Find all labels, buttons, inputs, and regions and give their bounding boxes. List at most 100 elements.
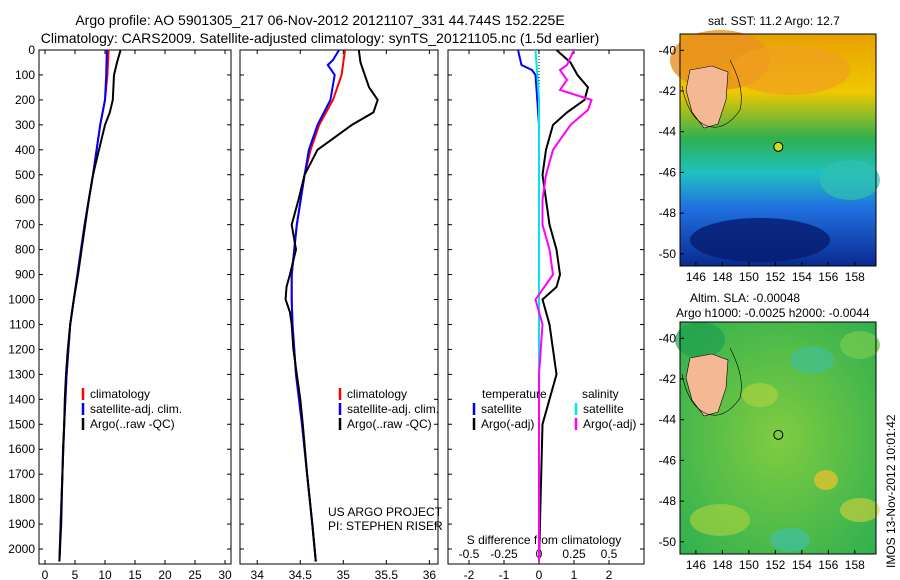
map-y-tick-label: -46 [659,453,677,467]
temperature-profile: 0100200300400500600700800900100011001200… [8,43,232,580]
top-x-tick-label: -0.5 [459,547,480,561]
plot-frame [38,49,232,565]
sla-map-subtitle: Argo h1000: -0.0025 h2000: -0.0044 [676,306,870,320]
map-x-tick-label: 152 [765,270,785,284]
sla-map-axes: 146 148 150 152 154 156 158 -40 -42 -44 -46 -48 -50 [659,331,865,572]
legend-entry: Argo(..raw -QC) [347,417,432,431]
sla-map-title: Altim. SLA: -0.00048 [690,291,801,305]
map-y-tick-label: -46 [659,165,677,179]
y-tick-label: 100 [15,68,35,82]
series-line-salinity-argo-adj- [534,50,593,562]
legend-entry: Argo(-adj) [583,417,636,431]
sst-map-title: sat. SST: 11.2 Argo: 12.7 [708,14,840,28]
x-tick-label: 36 [423,568,437,580]
legend-entry: satellite-adj. clim. [90,402,182,416]
y-tick-label: 2000 [8,542,35,556]
map-x-tick-label: 148 [712,558,732,572]
x-tick-label: 10 [98,568,112,580]
sst-map [670,30,880,267]
chart-title-line1: Argo profile: AO 5901305_217 06-Nov-2012… [75,12,565,28]
map-y-tick-label: -40 [659,331,677,345]
argo-location-marker-sla [773,429,784,440]
x-tick-label: 35.5 [375,568,399,580]
legend-entry: climatology [90,387,150,401]
series-line-temperature-satellite [517,50,540,562]
map-y-tick-label: -40 [659,43,677,57]
legend-entry: satellite-adj. clim. [347,402,439,416]
sst-map-axes: 146 148 150 152 154 156 158 -40 -42 -44 -46 -48 -50 [659,43,865,284]
tasmania-landmass [685,65,729,129]
map-x-tick-label: 158 [845,270,865,284]
map-x-tick-label: 146 [686,270,706,284]
plot-frame [447,49,645,565]
top-x-tick-label: 0.25 [562,547,586,561]
x-tick-label: 1 [571,568,578,580]
legend-entry: temperature [482,387,547,401]
y-tick-label: 1800 [8,492,35,506]
series-line-argo-raw-qc- [284,50,379,562]
y-tick-label: 1900 [8,517,35,531]
y-tick-label: 1500 [8,417,35,431]
series-line-satellite-adj-clim- [58,50,108,562]
y-tick-label: 1300 [8,367,35,381]
legend-entry: salinity [582,387,619,401]
sla-map [675,321,880,555]
project-annotation: PI: STEPHEN RISER [328,519,443,533]
x-tick-label: -2 [464,568,475,580]
project-annotation: US ARGO PROJECT [328,505,443,519]
x-tick-label: 34 [251,568,265,580]
y-tick-label: 700 [15,218,35,232]
x-tick-label: 20 [158,568,172,580]
y-tick-label: 500 [15,168,35,182]
map-y-tick-label: -44 [659,413,677,427]
legend-entry: satellite [583,402,624,416]
chart-title-line2: Climatology: CARS2009. Satellite-adjuste… [40,30,600,46]
map-x-tick-label: 156 [818,558,838,572]
x-tick-label: 35 [337,568,351,580]
y-tick-label: 1600 [8,442,35,456]
x-tick-label: 34.5 [289,568,313,580]
legend-entry: Argo(..raw -QC) [90,417,175,431]
map-y-tick-label: -50 [659,247,677,261]
y-tick-label: 0 [28,43,35,57]
y-tick-label: 800 [15,243,35,257]
y-tick-label: 1700 [8,467,35,481]
x-tick-label: 0 [42,568,49,580]
map-y-tick-label: -48 [659,494,677,508]
y-tick-label: 600 [15,193,35,207]
map-x-tick-label: 150 [739,270,759,284]
map-x-tick-label: 158 [845,558,865,572]
series-line-climatology [58,50,110,562]
map-y-tick-label: -50 [659,535,677,549]
y-tick-label: 1200 [8,342,35,356]
top-x-tick-label: 0.5 [601,547,618,561]
imos-timestamp: IMOS 13-Nov-2012 10:01:42 [884,414,898,568]
map-x-tick-label: 154 [792,270,812,284]
map-x-tick-label: 148 [712,270,732,284]
y-tick-label: 1000 [8,293,35,307]
x-tick-label: 5 [72,568,79,580]
plot-frame [239,49,439,565]
argo-location-marker [773,141,784,152]
series-line-argo-raw-qc- [58,50,122,562]
x-tick-label: -1 [499,568,510,580]
x-tick-label: 25 [188,568,202,580]
map-x-tick-label: 146 [686,558,706,572]
map-x-tick-label: 150 [739,558,759,572]
map-x-tick-label: 156 [818,270,838,284]
map-x-tick-label: 154 [792,558,812,572]
y-tick-label: 1100 [9,317,35,331]
map-y-tick-label: -42 [659,372,677,386]
series-line-climatology [290,50,346,562]
y-tick-label: 400 [15,143,35,157]
map-y-tick-label: -48 [659,206,677,220]
legend-entry: satellite [481,402,522,416]
map-y-tick-label: -42 [659,84,677,98]
series-line-temperature-argo-adj- [538,50,590,562]
legend-entry: Argo(-adj) [481,417,534,431]
legend-entry: climatology [347,387,407,401]
map-x-tick-label: 152 [765,558,785,572]
difference-profile: -2-1012T difference from climatology-0.5… [447,49,645,580]
map-y-tick-label: -44 [659,125,677,139]
